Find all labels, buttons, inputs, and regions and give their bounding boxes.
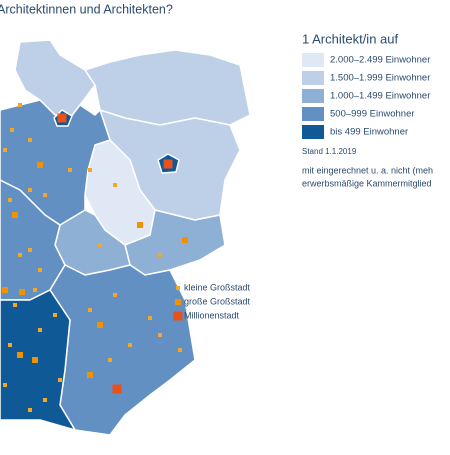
- legend-title: 1 Architekt/in auf: [302, 31, 398, 46]
- city-marker: [17, 352, 23, 358]
- city-marker: [148, 316, 152, 320]
- city-marker: [43, 398, 47, 402]
- city-marker: [158, 253, 162, 257]
- legend-swatch: [302, 107, 324, 121]
- legend-swatch: [302, 71, 324, 85]
- cities: kleine Großstadt große Großstadt Millionen…: [2, 103, 251, 412]
- city-marker: [2, 287, 8, 293]
- city-marker: [137, 222, 143, 228]
- city-marker: [38, 268, 42, 272]
- city-marker: [18, 103, 22, 107]
- city-marker: [28, 138, 32, 142]
- city-marker: [28, 248, 32, 252]
- city-marker: [113, 183, 117, 187]
- city-marker: [8, 343, 12, 347]
- city-legend-symbol: [173, 311, 183, 321]
- city-marker: [8, 198, 12, 202]
- city-marker: [32, 357, 38, 363]
- legend-label: 2.000–2.499 Einwohner: [330, 55, 430, 66]
- legend-label: 500–999 Einwohner: [330, 109, 415, 120]
- city-marker: [98, 243, 102, 247]
- city-marker: [53, 313, 57, 317]
- region: [49, 264, 196, 436]
- city-marker: [112, 384, 122, 394]
- title: Architektinnen und Architekten?: [0, 2, 173, 16]
- city-marker: [163, 159, 173, 169]
- city-marker: [182, 237, 188, 243]
- note-line: mit eingerechnet u. a. nicht (meh: [302, 165, 433, 175]
- note-line: erwerbsmäßige Kammermitglied: [302, 178, 432, 188]
- legend-label: bis 499 Einwohner: [330, 127, 408, 138]
- city-marker: [43, 193, 47, 197]
- city-marker: [19, 289, 25, 295]
- city-marker: [38, 328, 42, 332]
- legend-swatch: [302, 125, 324, 139]
- city-marker: [68, 168, 72, 172]
- city-marker: [88, 308, 92, 312]
- city-marker: [12, 212, 18, 218]
- city-legend-label: kleine Großstadt: [184, 282, 251, 292]
- city-marker: [87, 372, 93, 378]
- date-note: Stand 1.1.2019: [302, 147, 357, 156]
- city-legend-symbol: [176, 286, 180, 290]
- city-marker: [97, 322, 103, 328]
- city-legend-label: Millionenstadt: [184, 310, 240, 320]
- city-legend-symbol: [175, 299, 181, 305]
- city-marker: [3, 148, 7, 152]
- city-marker: [178, 348, 182, 352]
- city-marker: [28, 408, 32, 412]
- legend-label: 1.000–1.499 Einwohner: [330, 91, 430, 102]
- legend-label: 1.500–1.999 Einwohner: [330, 73, 430, 84]
- city-marker: [128, 343, 132, 347]
- map: [0, 39, 251, 436]
- city-marker: [108, 358, 112, 362]
- city-marker: [33, 288, 37, 292]
- city-marker: [18, 253, 22, 257]
- city-marker: [57, 113, 67, 123]
- city-marker: [88, 168, 92, 172]
- city-marker: [113, 293, 117, 297]
- city-marker: [3, 383, 7, 387]
- city-marker: [13, 303, 17, 307]
- city-marker: [28, 188, 32, 192]
- legend-swatch: [302, 89, 324, 103]
- city-marker: [37, 162, 43, 168]
- city-marker: [158, 333, 162, 337]
- legend-swatch: [302, 53, 324, 67]
- city-marker: [58, 378, 62, 382]
- city-legend-label: große Großstadt: [184, 296, 251, 306]
- city-marker: [10, 128, 14, 132]
- legend: 1 Architekt/in auf 2.000–2.499 Einwohner…: [302, 31, 430, 139]
